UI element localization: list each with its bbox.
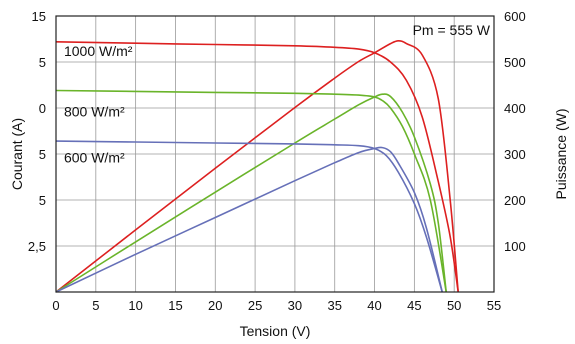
y-right-tick-label-5: 600 xyxy=(504,9,526,24)
x-tick-label-4: 20 xyxy=(208,298,222,313)
x-tick-label-1: 5 xyxy=(92,298,99,313)
plot-frame xyxy=(55,15,495,293)
current-curve-4 xyxy=(55,140,443,293)
y-left-tick-label-1: 5 xyxy=(39,55,46,70)
x-tick-label-11: 55 xyxy=(487,298,501,313)
y-right-tick-label-3: 400 xyxy=(504,101,526,116)
y-axis-left-title: Courant (A) xyxy=(9,118,25,190)
y-right-tick-label-4: 500 xyxy=(504,55,526,70)
x-tick-label-5: 25 xyxy=(248,298,262,313)
x-tick-label-10: 50 xyxy=(447,298,461,313)
annotation-3: 600 W/m² xyxy=(64,150,125,166)
y-left-tick-label-3: 5 xyxy=(39,147,46,162)
x-tick-label-0: 0 xyxy=(52,298,59,313)
curves xyxy=(55,40,459,293)
annotation-1: 1000 W/m² xyxy=(64,43,133,59)
x-tick-label-9: 45 xyxy=(407,298,421,313)
power-curve-3 xyxy=(55,93,447,293)
y-right-tick-label-0: 100 xyxy=(504,239,526,254)
y-right-tick-label-2: 300 xyxy=(504,147,526,162)
x-tick-label-7: 35 xyxy=(327,298,341,313)
x-tick-label-6: 30 xyxy=(288,298,302,313)
annotation-0: Pm = 555 W xyxy=(413,22,491,38)
x-axis-title: Tension (V) xyxy=(240,323,311,339)
y-left-tick-label-0: 15 xyxy=(32,9,46,24)
y-axis-right-title: Puissance (W) xyxy=(553,108,569,199)
power-curve-1 xyxy=(55,40,459,293)
y-left-tick-label-5: 2,5 xyxy=(28,239,46,254)
x-tick-label-2: 10 xyxy=(128,298,142,313)
y-left-tick-label-2: 0 xyxy=(39,101,46,116)
x-tick-label-3: 15 xyxy=(168,298,182,313)
annotations: Pm = 555 W 1000 W/m² 800 W/m² 600 W/m² xyxy=(64,22,491,166)
current-curve-2 xyxy=(55,89,447,293)
annotation-2: 800 W/m² xyxy=(64,104,125,120)
power-curve-5 xyxy=(55,146,443,293)
y-right-tick-label-1: 200 xyxy=(504,193,526,208)
y-left-tick-label-4: 5 xyxy=(39,193,46,208)
x-tick-label-8: 40 xyxy=(367,298,381,313)
